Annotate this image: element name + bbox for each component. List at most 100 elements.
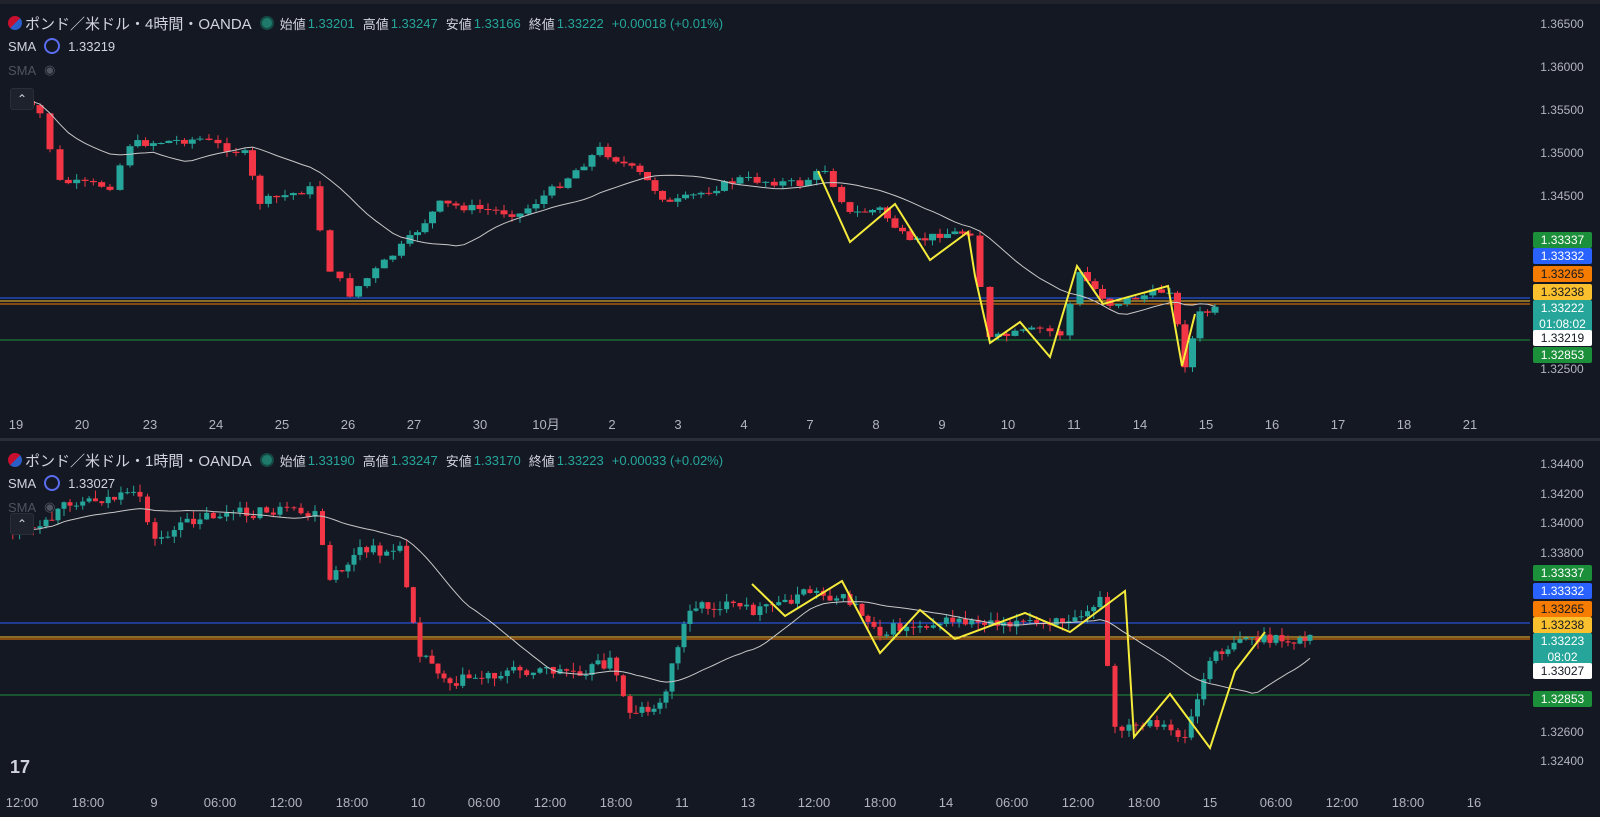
price-tag[interactable]: 1.33027	[1533, 663, 1592, 679]
candle-body	[1046, 328, 1054, 332]
time-tick-label: 20	[75, 417, 89, 432]
candle-body	[966, 233, 974, 236]
low-value: 1.33166	[473, 15, 521, 31]
price-tag[interactable]: 1.33332	[1533, 248, 1592, 264]
pane-divider[interactable]	[0, 438, 1600, 441]
time-tick-label: 16	[1467, 795, 1481, 810]
candle-body	[384, 551, 390, 556]
candle-body	[969, 619, 975, 625]
candle-body	[277, 506, 283, 515]
candle-body	[601, 660, 607, 669]
time-tick-label: 16	[1265, 417, 1279, 432]
candle-body	[524, 670, 530, 676]
price-tag[interactable]: 1.33265	[1533, 601, 1592, 617]
sma-label[interactable]: SMA	[8, 475, 37, 491]
candle-body	[936, 233, 944, 238]
price-tick-label: 1.35500	[1540, 103, 1584, 117]
price-tag[interactable]: 1.33332	[1533, 583, 1592, 599]
eye-hidden-icon[interactable]: ◉	[44, 499, 56, 514]
candle-body	[834, 598, 840, 601]
time-tick-label: 10	[1001, 417, 1015, 432]
candle-body	[1053, 618, 1059, 626]
candle-body	[264, 507, 270, 513]
candle-body	[1034, 620, 1040, 624]
candle-body	[1261, 634, 1267, 643]
symbol-title[interactable]: ポンド／米ドル・1時間・OANDA	[25, 452, 252, 470]
candle-body	[564, 178, 572, 188]
time-tick-label: 21	[1463, 417, 1477, 432]
chart-canvas-4h[interactable]: 1.36500 1.36000 1.35500 1.35000 1.34500 1.325…	[0, 4, 1600, 439]
sma-hidden-label[interactable]: SMA	[8, 62, 37, 78]
price-tag[interactable]: 1.32853	[1533, 691, 1592, 707]
open-label: 始値	[279, 16, 306, 32]
chart-pane-4h[interactable]: 1.36500 1.36000 1.35500 1.35000 1.34500 1.325…	[0, 4, 1600, 439]
time-tick-label: 8	[872, 417, 879, 432]
price-tag[interactable]: 1.33219	[1533, 330, 1592, 346]
time-tick-label: 17	[1331, 417, 1345, 432]
sma-cycle-icon[interactable]	[44, 38, 61, 54]
candle-body	[351, 554, 357, 565]
price-tag[interactable]: 1.32853	[1533, 347, 1592, 363]
price-tag[interactable]: 1.33238	[1533, 617, 1592, 633]
candle-body	[397, 243, 405, 256]
sma-hidden-label[interactable]: SMA	[8, 499, 37, 515]
price-tag[interactable]: 1.33337	[1533, 232, 1592, 248]
candle-body	[1204, 311, 1211, 313]
candle-body	[326, 230, 334, 272]
time-tick-label: 06:00	[996, 795, 1029, 810]
candle-body	[1133, 724, 1139, 726]
price-tag[interactable]: 1.33222 01:08:02	[1533, 300, 1592, 332]
chart-canvas-1h[interactable]: 1.34600 1.34400 1.34200 1.34000 1.33800 1.326…	[0, 441, 1600, 817]
candle-body	[305, 513, 311, 517]
time-tick-label: 12:00	[534, 795, 567, 810]
candle-body	[339, 570, 345, 572]
candle-body	[540, 195, 548, 205]
candle-body	[472, 677, 478, 679]
candle-body	[49, 519, 55, 521]
candle-body	[801, 589, 807, 595]
price-tag[interactable]: 1.33238	[1533, 284, 1592, 300]
candle-body	[1188, 716, 1194, 738]
price-tag[interactable]: 1.33265	[1533, 266, 1592, 282]
candle-body	[861, 211, 869, 213]
chart-pane-1h[interactable]: 1.34600 1.34400 1.34200 1.34000 1.33800 1.326…	[0, 441, 1600, 817]
symbol-title[interactable]: ポンド／米ドル・4時間・OANDA	[25, 15, 252, 33]
time-tick-label: 30	[473, 417, 487, 432]
tradingview-logo-icon[interactable]: 17	[10, 757, 31, 777]
time-tick-label: 18:00	[864, 795, 897, 810]
candle-body	[1097, 596, 1103, 608]
candle-body	[435, 663, 441, 674]
candle-body	[871, 621, 877, 627]
sma-cycle-icon[interactable]	[44, 475, 61, 491]
price-tag[interactable]: 1.33223 08:02	[1533, 633, 1592, 665]
time-tick-label: 12:00	[270, 795, 303, 810]
candle-body	[607, 657, 613, 669]
candle-body	[484, 208, 492, 210]
candle-body	[346, 278, 354, 297]
gbp-usd-flag-icon	[8, 16, 22, 30]
eye-hidden-icon[interactable]: ◉	[44, 62, 56, 77]
time-tick-label: 9	[938, 417, 945, 432]
price-tag[interactable]: 1.33337	[1533, 565, 1592, 581]
candle-body	[564, 669, 570, 671]
candle-body	[807, 589, 813, 594]
chevron-up-icon[interactable]: ⌃	[10, 513, 34, 535]
candle-body	[1028, 327, 1036, 330]
sma-value: 1.33027	[68, 475, 116, 491]
candle-body	[1161, 724, 1167, 727]
price-tick-label: 1.35000	[1540, 146, 1584, 160]
sma-label[interactable]: SMA	[8, 38, 37, 54]
candle-body	[829, 171, 837, 187]
candle-body	[372, 268, 380, 279]
chevron-up-icon[interactable]: ⌃	[10, 88, 34, 110]
candle-body	[205, 138, 213, 140]
price-tick-label: 1.34000	[1540, 516, 1584, 530]
time-tick-label: 10	[411, 795, 425, 810]
time-tick-label: 26	[341, 417, 355, 432]
candle-body	[500, 210, 508, 215]
candle-body	[636, 165, 644, 173]
candle-body	[224, 512, 230, 517]
candle-body	[753, 176, 761, 183]
candle-body	[750, 604, 756, 616]
time-tick-label: 06:00	[1260, 795, 1293, 810]
